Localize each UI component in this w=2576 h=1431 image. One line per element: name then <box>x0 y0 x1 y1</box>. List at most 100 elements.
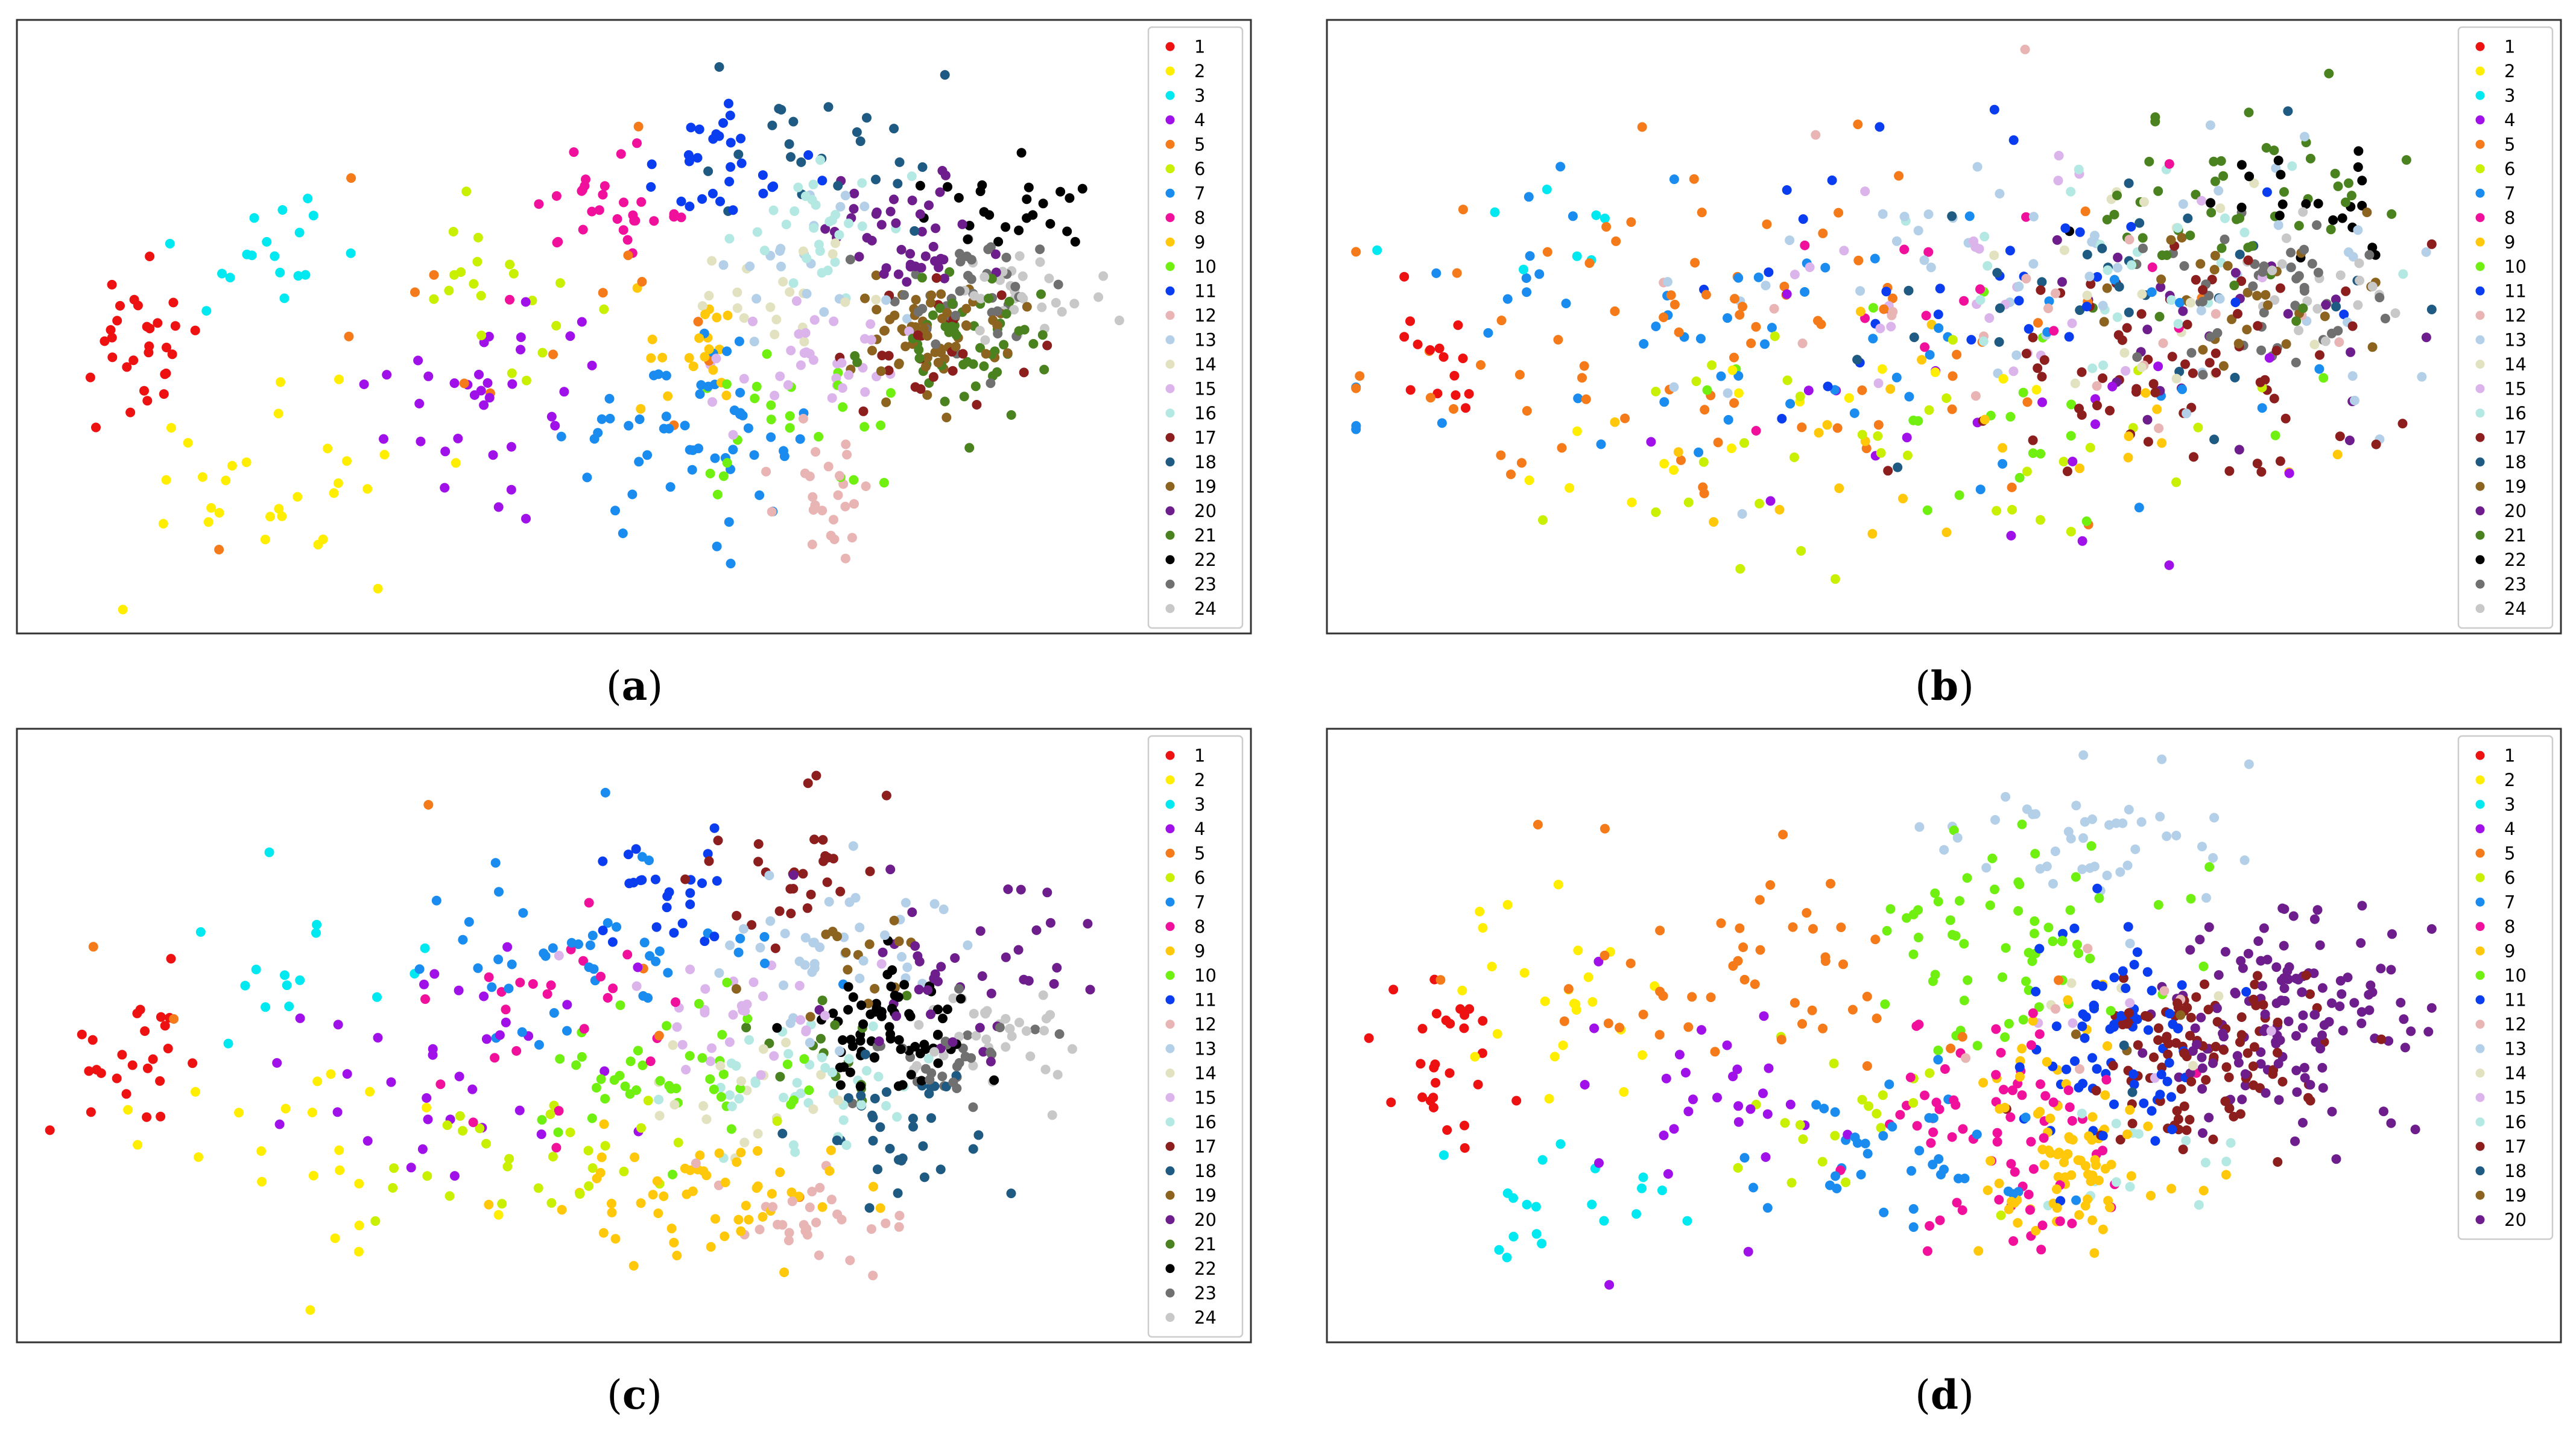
point-series-16 <box>2226 1138 2236 1148</box>
point-series-24 <box>2267 265 2277 276</box>
point-series-10 <box>2072 939 2082 950</box>
point-series-21 <box>2261 143 2271 153</box>
point-series-1 <box>1431 1077 1441 1088</box>
point-series-13 <box>2087 236 2097 247</box>
point-series-20 <box>889 194 899 205</box>
point-series-6 <box>1857 430 1867 440</box>
point-series-7 <box>654 946 665 956</box>
legend-label-7: 7 <box>2504 892 2515 912</box>
point-series-11 <box>2092 883 2103 893</box>
point-series-2 <box>1930 367 1940 377</box>
point-series-23 <box>2286 262 2296 273</box>
point-series-12 <box>2159 986 2169 996</box>
point-series-10 <box>712 489 723 500</box>
point-series-15 <box>706 1056 715 1067</box>
point-series-11 <box>623 849 633 860</box>
point-series-10 <box>2057 936 2068 946</box>
point-series-13 <box>2421 247 2431 257</box>
point-series-20 <box>2197 1063 2207 1073</box>
point-series-13 <box>2035 864 2045 874</box>
point-series-19 <box>2367 342 2378 352</box>
point-series-17 <box>2039 355 2049 365</box>
point-series-17 <box>2341 286 2351 296</box>
point-series-14 <box>833 1095 843 1105</box>
legend-label-17: 17 <box>2504 427 2527 448</box>
point-series-20 <box>2256 1059 2266 1069</box>
point-series-11 <box>685 201 695 212</box>
point-series-6 <box>1878 1090 1888 1100</box>
point-series-21 <box>964 443 975 453</box>
point-series-16 <box>779 1093 788 1103</box>
point-series-22 <box>1045 219 1055 229</box>
point-series-9 <box>657 352 668 363</box>
point-series-17 <box>1019 367 1029 378</box>
point-series-18 <box>864 1203 875 1213</box>
point-series-5 <box>654 1030 664 1041</box>
legend-label-19: 19 <box>1194 476 1217 497</box>
point-series-13 <box>1926 262 1936 273</box>
point-series-7 <box>1975 484 1986 495</box>
point-series-11 <box>647 159 657 170</box>
point-series-14 <box>2249 178 2259 188</box>
point-series-14 <box>828 249 838 259</box>
point-series-10 <box>814 431 824 442</box>
point-series-16 <box>2194 1200 2204 1210</box>
point-series-22 <box>843 982 853 992</box>
point-series-16 <box>844 218 853 229</box>
point-series-8 <box>484 972 494 982</box>
point-series-10 <box>615 1071 625 1080</box>
point-series-12 <box>811 447 821 457</box>
point-series-9 <box>1885 384 1896 394</box>
point-series-13 <box>2171 831 2182 840</box>
point-series-23 <box>955 256 966 267</box>
point-series-17 <box>2273 1047 2282 1058</box>
point-series-4 <box>1594 1158 1604 1168</box>
point-series-17 <box>2204 358 2215 368</box>
point-series-1 <box>1453 320 1463 330</box>
point-series-6 <box>1996 1210 2006 1220</box>
point-series-17 <box>2091 1085 2101 1096</box>
point-series-7 <box>1936 1170 1946 1179</box>
point-series-11 <box>598 856 608 866</box>
point-series-15 <box>2121 366 2131 376</box>
point-series-8 <box>2026 1137 2036 1147</box>
point-series-2 <box>203 517 214 527</box>
point-series-10 <box>721 379 732 389</box>
point-series-8 <box>1957 1205 1967 1215</box>
point-series-19 <box>961 303 972 314</box>
point-series-2 <box>1470 1052 1480 1062</box>
point-series-11 <box>2165 1009 2175 1019</box>
point-series-9 <box>2198 1185 2209 1196</box>
point-series-12 <box>1961 1053 1970 1063</box>
legend-label-15: 15 <box>2504 378 2527 399</box>
point-series-9 <box>875 1203 885 1213</box>
point-series-13 <box>819 307 829 317</box>
legend-label-23: 23 <box>1194 1283 1217 1303</box>
point-series-17 <box>2163 1049 2173 1059</box>
point-series-10 <box>685 1051 695 1061</box>
point-series-20 <box>2386 965 2396 975</box>
point-series-9 <box>1983 1185 1993 1195</box>
point-series-8 <box>534 199 544 209</box>
point-series-8 <box>490 1053 500 1063</box>
point-series-16 <box>2111 1177 2121 1187</box>
point-series-1 <box>166 954 176 964</box>
point-series-17 <box>747 920 757 930</box>
point-series-9 <box>669 1237 679 1248</box>
point-series-8 <box>600 181 610 191</box>
legend-label-24: 24 <box>1194 1307 1217 1328</box>
legend-marker-9 <box>1165 237 1175 247</box>
legend-marker-14 <box>1165 360 1175 369</box>
point-series-2 <box>451 458 461 468</box>
point-series-9 <box>666 1223 677 1234</box>
point-series-20 <box>849 188 859 198</box>
point-series-23 <box>963 1030 973 1040</box>
legend-marker-12 <box>1165 311 1175 320</box>
point-series-21 <box>917 273 927 283</box>
point-series-5 <box>1351 247 1361 257</box>
point-series-11 <box>2166 1092 2176 1102</box>
point-series-14 <box>2059 245 2069 255</box>
point-series-17 <box>2236 276 2247 286</box>
point-series-10 <box>785 411 795 421</box>
point-series-8 <box>596 971 606 982</box>
